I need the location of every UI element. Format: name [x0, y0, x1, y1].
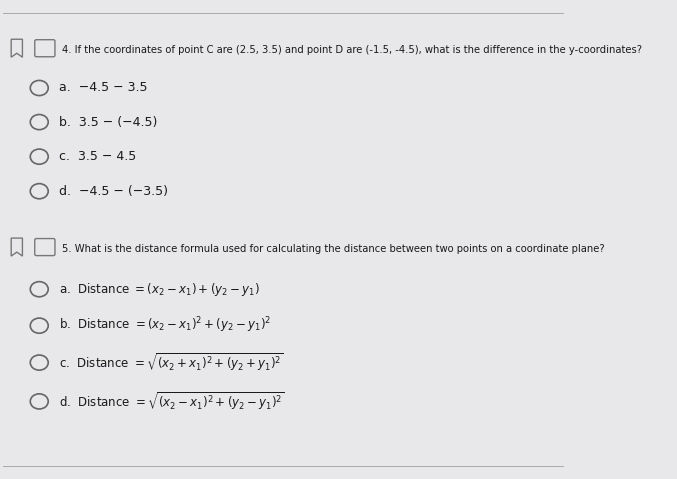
Text: c.  Distance $= \sqrt{(x_2 + x_1)^2 + (y_2 + y_1)^2}$: c. Distance $= \sqrt{(x_2 + x_1)^2 + (y_… [59, 352, 284, 374]
Circle shape [30, 318, 48, 333]
Circle shape [30, 149, 48, 164]
Circle shape [30, 394, 48, 409]
Text: c.  3.5 − 4.5: c. 3.5 − 4.5 [59, 150, 136, 163]
Text: d.  −4.5 − (−3.5): d. −4.5 − (−3.5) [59, 185, 168, 198]
Polygon shape [12, 238, 22, 256]
Circle shape [30, 183, 48, 199]
Polygon shape [12, 39, 22, 57]
Text: 5. What is the distance formula used for calculating the distance between two po: 5. What is the distance formula used for… [62, 244, 605, 254]
Circle shape [30, 282, 48, 297]
Text: b.  Distance $= (x_2 - x_1)^2 + (y_2 - y_1)^2$: b. Distance $= (x_2 - x_1)^2 + (y_2 - y_… [59, 316, 271, 335]
Text: a.  −4.5 − 3.5: a. −4.5 − 3.5 [59, 81, 148, 94]
Text: 4. If the coordinates of point C are (2.5, 3.5) and point D are (-1.5, -4.5), wh: 4. If the coordinates of point C are (2.… [62, 45, 642, 55]
FancyBboxPatch shape [35, 239, 55, 256]
FancyBboxPatch shape [35, 40, 55, 57]
Circle shape [30, 80, 48, 96]
Text: d.  Distance $= \sqrt{(x_2 - x_1)^2 + (y_2 - y_1)^2}$: d. Distance $= \sqrt{(x_2 - x_1)^2 + (y_… [59, 390, 285, 412]
Text: b.  3.5 − (−4.5): b. 3.5 − (−4.5) [59, 115, 157, 128]
Text: a.  Distance $= (x_2 - x_1) + (y_2 - y_1)$: a. Distance $= (x_2 - x_1) + (y_2 - y_1)… [59, 281, 259, 298]
Circle shape [30, 114, 48, 130]
Circle shape [30, 355, 48, 370]
